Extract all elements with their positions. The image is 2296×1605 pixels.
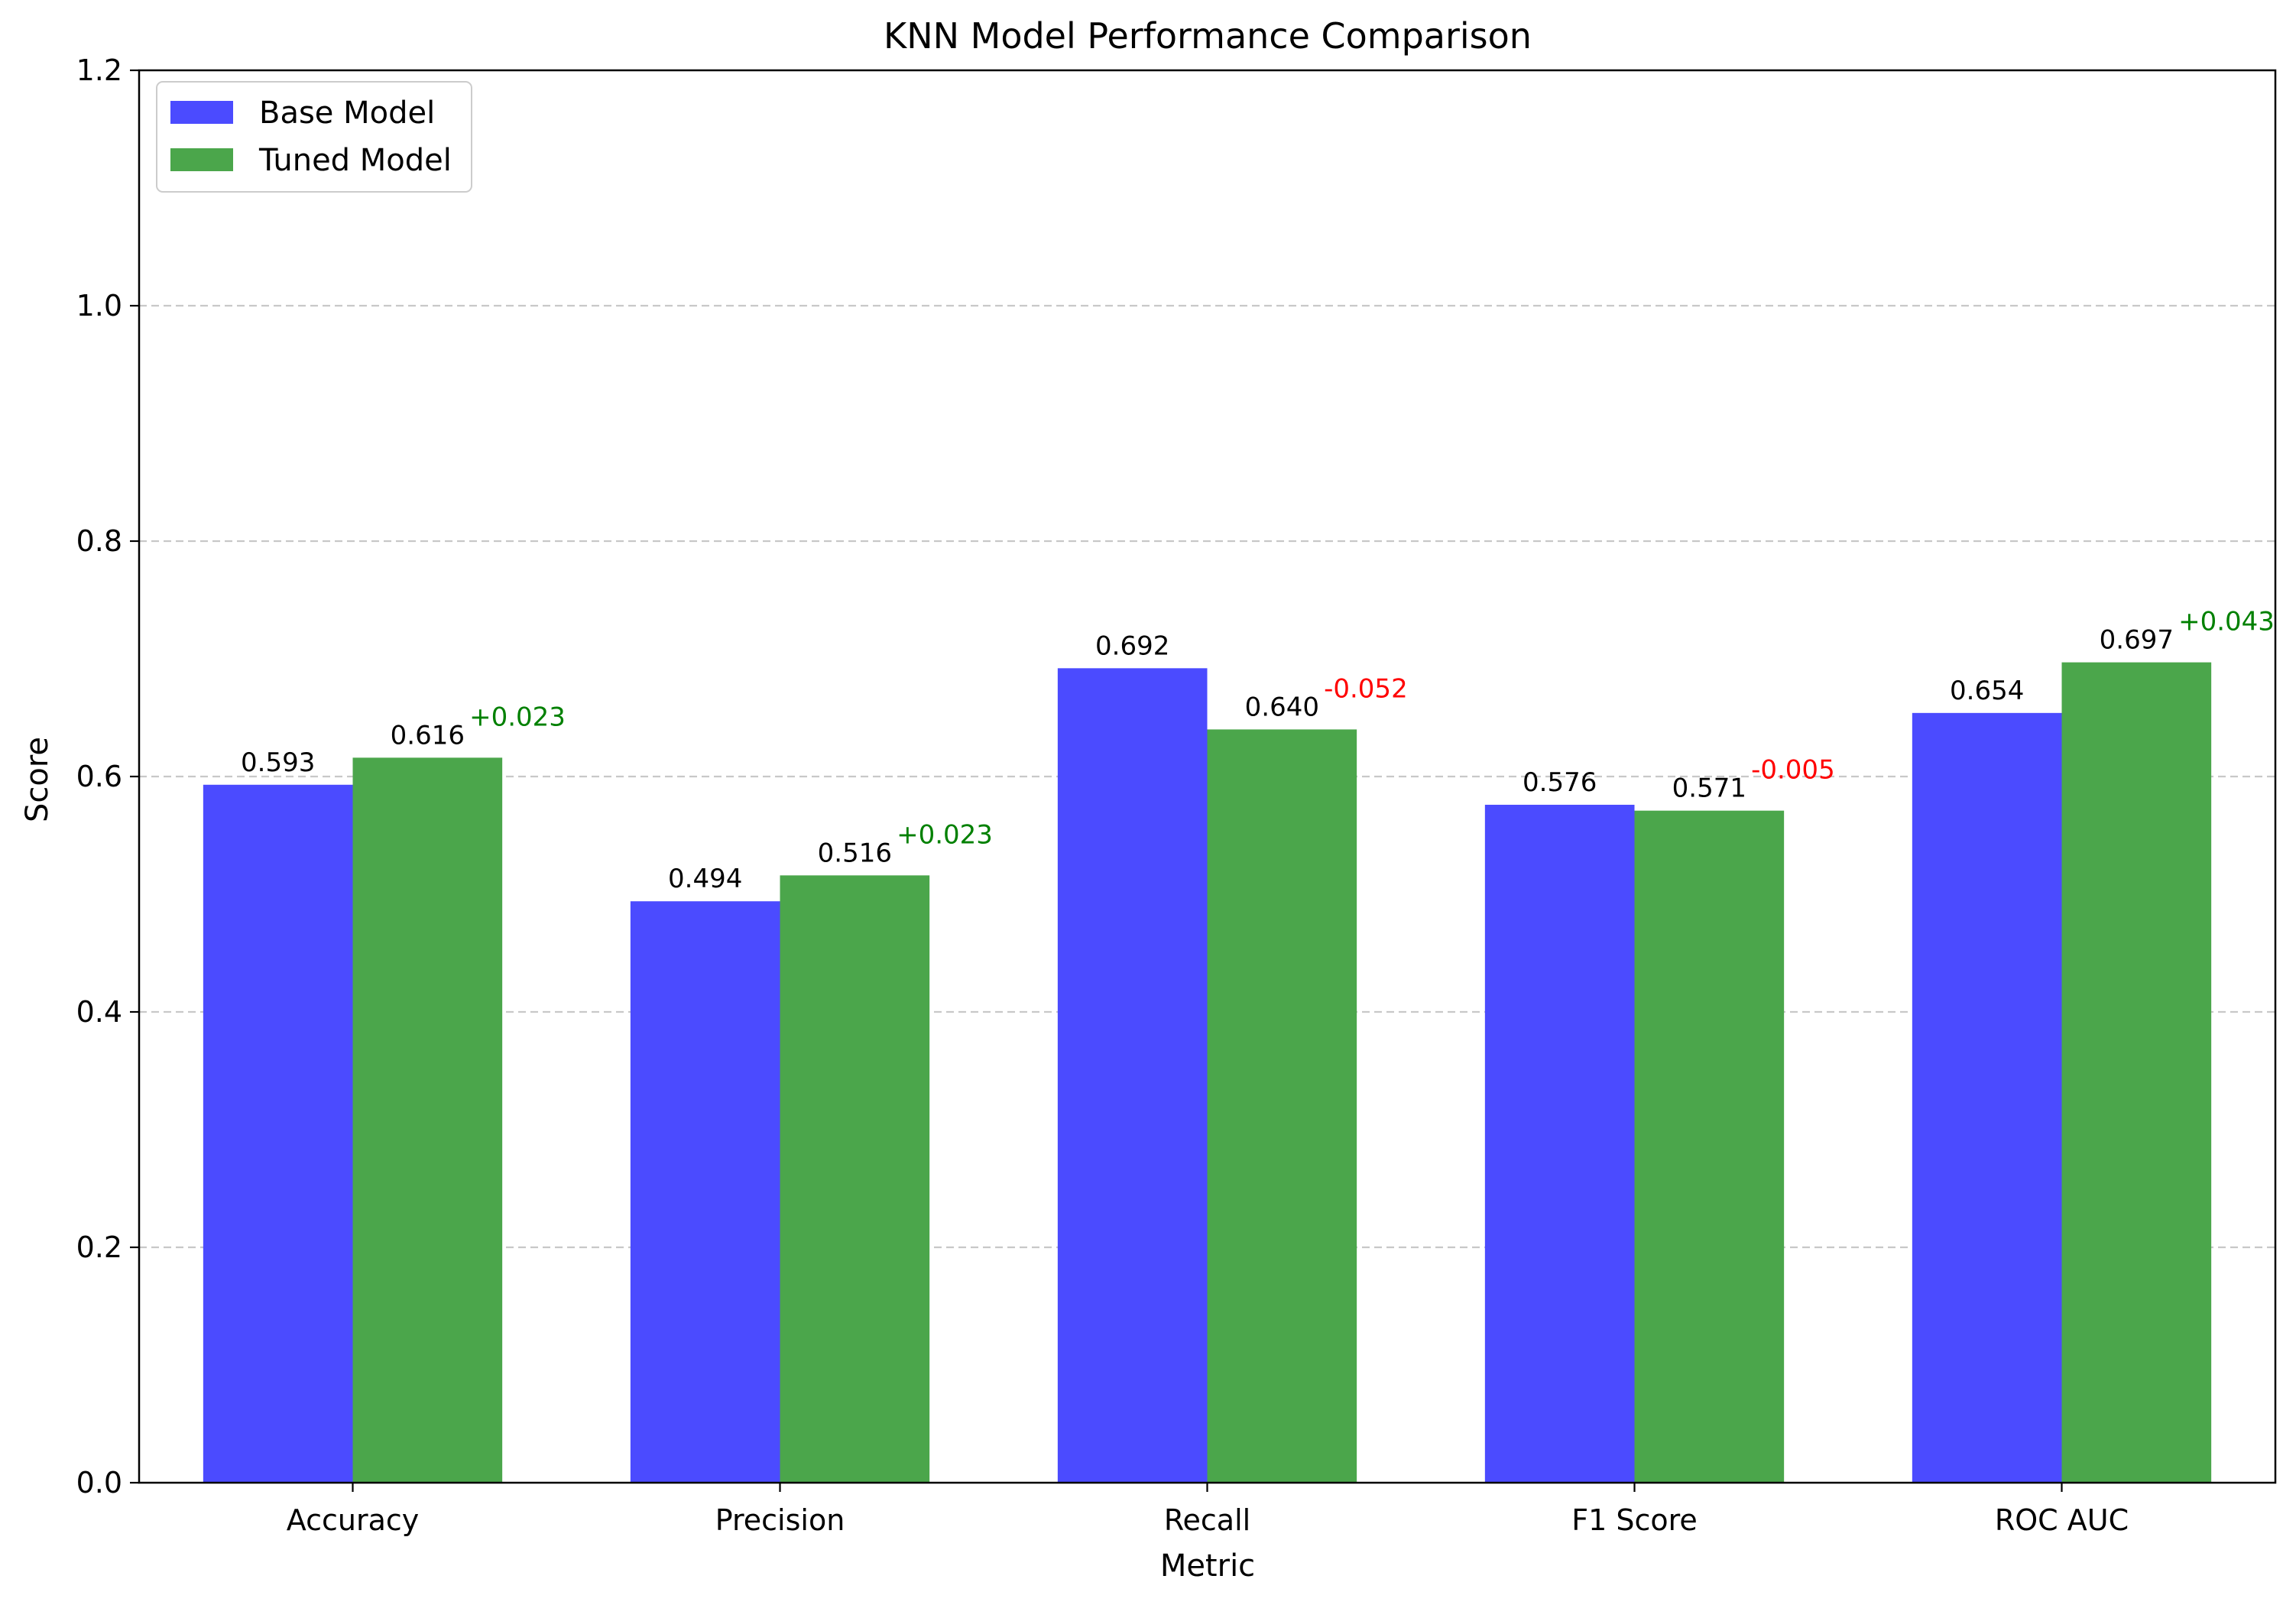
y-tick-label: 0.0 [76, 1466, 122, 1500]
base-model-bar [1912, 712, 2062, 1483]
legend-box [156, 81, 472, 193]
base-value-label: 0.692 [1095, 631, 1169, 661]
x-axis-title: Metric [1160, 1548, 1255, 1584]
base-value-label: 0.654 [1950, 676, 2024, 706]
tuned-value-label: 0.571 [1672, 773, 1746, 804]
legend-swatch-base [170, 101, 233, 124]
x-tick-label: F1 Score [1571, 1503, 1698, 1537]
bar-value-labels: 0.5930.616+0.0230.4940.516+0.0230.6920.6… [241, 607, 2275, 895]
legend-label-base: Base Model [259, 96, 435, 131]
chart-title: KNN Model Performance Comparison [884, 15, 1532, 57]
base-model-bar [1057, 668, 1208, 1483]
y-tick-label: 0.8 [76, 524, 122, 558]
tuned-model-bar [1207, 729, 1357, 1483]
legend-swatch-tuned [170, 148, 233, 171]
base-model-bar [203, 784, 353, 1483]
base-value-label: 0.576 [1523, 767, 1597, 798]
legend-label-tuned: Tuned Model [258, 143, 452, 178]
difference-label: -0.005 [1751, 755, 1835, 786]
x-tick-label: Accuracy [287, 1503, 420, 1537]
tuned-value-label: 0.516 [818, 838, 892, 868]
difference-label: +0.023 [897, 819, 993, 850]
base-model-bar [1484, 804, 1635, 1483]
x-axis: Accuracy Precision Recall F1 Score ROC AUC [287, 1483, 2129, 1537]
x-tick-label: Precision [715, 1503, 845, 1537]
difference-label: +0.023 [469, 702, 566, 732]
y-tick-label: 1.0 [76, 289, 122, 323]
tuned-model-bar [780, 875, 930, 1483]
y-axis: 0.0 0.2 0.4 0.6 0.8 1.0 1.2 [76, 54, 139, 1500]
y-tick-label: 0.2 [76, 1230, 122, 1264]
base-model-bar [630, 901, 780, 1483]
difference-label: +0.043 [2178, 607, 2275, 637]
x-tick-label: Recall [1164, 1503, 1250, 1537]
tuned-value-label: 0.640 [1245, 692, 1319, 722]
y-tick-label: 0.4 [76, 995, 122, 1029]
bars [203, 662, 2212, 1483]
base-value-label: 0.494 [668, 864, 742, 894]
tuned-model-bar [2061, 662, 2212, 1483]
tuned-model-bar [352, 757, 503, 1483]
tuned-value-label: 0.616 [391, 720, 465, 751]
difference-label: -0.052 [1324, 673, 1408, 704]
x-tick-label: ROC AUC [1995, 1503, 2129, 1537]
y-axis-title: Score [20, 737, 55, 822]
base-value-label: 0.593 [241, 747, 315, 778]
y-tick-label: 1.2 [76, 54, 122, 87]
legend: Base Model Tuned Model [156, 81, 472, 193]
tuned-value-label: 0.697 [2100, 625, 2174, 656]
y-tick-label: 0.6 [76, 760, 122, 793]
tuned-model-bar [1634, 810, 1785, 1483]
